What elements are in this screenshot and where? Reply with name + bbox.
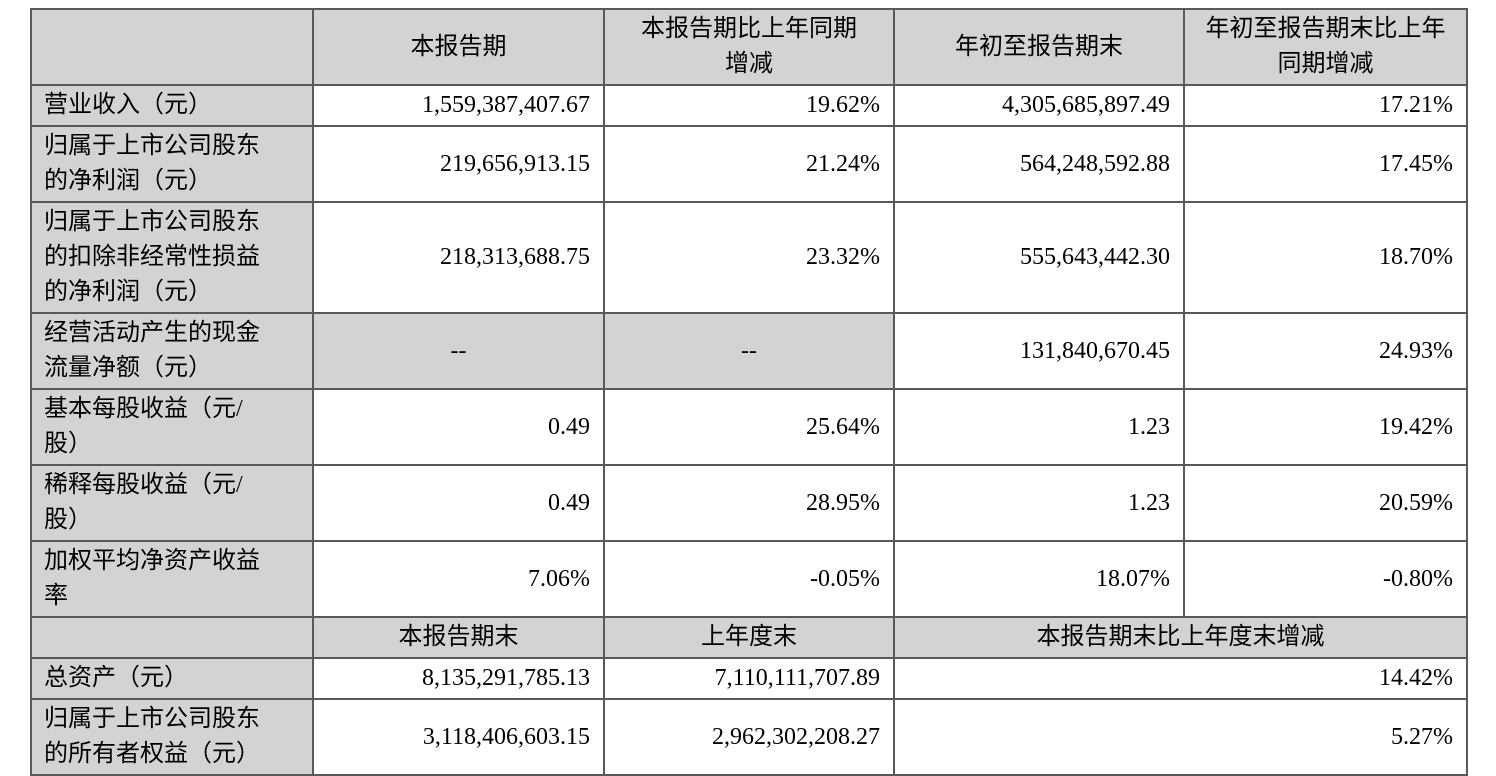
row-label: 总资产（元） [30,657,314,700]
header-ytd: 年初至报告期末 [893,8,1185,86]
value-ytd: 131,840,670.45 [893,312,1185,390]
header-period-end: 本报告期末 [312,616,605,659]
row-label: 经营活动产生的现金 流量净额（元） [30,312,314,390]
row-diluted-eps: 稀释每股收益（元/ 股） 0.49 28.95% 1.23 20.59% [30,464,1468,542]
value-yoy: 21.24% [603,125,895,203]
corner-cell [30,616,314,659]
row-net-profit: 归属于上市公司股东 的净利润（元） 219,656,913.15 21.24% … [30,125,1468,203]
value-ytd-yoy: 17.45% [1183,125,1468,203]
row-operating-revenue: 营业收入（元） 1,559,387,407.67 19.62% 4,305,68… [30,84,1468,127]
value-ytd-yoy: 19.42% [1183,388,1468,466]
value-ytd: 4,305,685,897.49 [893,84,1185,127]
section2-header-row: 本报告期末 上年度末 本报告期末比上年度末增减 [30,616,1468,659]
header-period-end-change: 本报告期末比上年度末增减 [893,616,1468,659]
value-yoy: 23.32% [603,201,895,314]
value-current: 218,313,688.75 [312,201,605,314]
financial-summary-section: 本报告期 本报告期比上年同期 增减 年初至报告期末 年初至报告期末比上年 同期增… [30,8,1468,776]
value-current: 7.06% [312,540,605,618]
row-label: 归属于上市公司股东 的扣除非经常性损益 的净利润（元） [30,201,314,314]
row-net-profit-excl-nonrecurring: 归属于上市公司股东 的扣除非经常性损益 的净利润（元） 218,313,688.… [30,201,1468,314]
value-prev-year-end: 7,110,111,707.89 [603,657,895,700]
value-change: 5.27% [893,698,1468,776]
corner-cell [30,8,314,86]
row-weighted-avg-roe: 加权平均净资产收益 率 7.06% -0.05% 18.07% -0.80% [30,540,1468,618]
table-header-row: 本报告期 本报告期比上年同期 增减 年初至报告期末 年初至报告期末比上年 同期增… [30,8,1468,86]
row-total-assets: 总资产（元） 8,135,291,785.13 7,110,111,707.89… [30,657,1468,700]
value-period-end: 3,118,406,603.15 [312,698,605,776]
value-prev-year-end: 2,962,302,208.27 [603,698,895,776]
row-label: 归属于上市公司股东 的所有者权益（元） [30,698,314,776]
value-yoy: 19.62% [603,84,895,127]
row-label: 稀释每股收益（元/ 股） [30,464,314,542]
value-yoy: -0.05% [603,540,895,618]
row-operating-cash-flow: 经营活动产生的现金 流量净额（元） -- -- 131,840,670.45 2… [30,312,1468,390]
value-current: 1,559,387,407.67 [312,84,605,127]
row-label: 营业收入（元） [30,84,314,127]
row-shareholders-equity: 归属于上市公司股东 的所有者权益（元） 3,118,406,603.15 2,9… [30,698,1468,776]
header-prev-year-end: 上年度末 [603,616,895,659]
value-ytd: 18.07% [893,540,1185,618]
value-ytd: 555,643,442.30 [893,201,1185,314]
value-yoy-na: -- [603,312,895,390]
header-current-period-yoy: 本报告期比上年同期 增减 [603,8,895,86]
value-ytd: 1.23 [893,388,1185,466]
row-label: 加权平均净资产收益 率 [30,540,314,618]
header-current-period: 本报告期 [312,8,605,86]
value-change: 14.42% [893,657,1468,700]
value-current: 219,656,913.15 [312,125,605,203]
row-label: 基本每股收益（元/ 股） [30,388,314,466]
value-ytd-yoy: 18.70% [1183,201,1468,314]
financial-summary-table: 本报告期 本报告期比上年同期 增减 年初至报告期末 年初至报告期末比上年 同期增… [30,8,1468,776]
value-ytd-yoy: -0.80% [1183,540,1468,618]
row-label: 归属于上市公司股东 的净利润（元） [30,125,314,203]
value-ytd-yoy: 17.21% [1183,84,1468,127]
value-ytd: 564,248,592.88 [893,125,1185,203]
header-ytd-yoy: 年初至报告期末比上年 同期增减 [1183,8,1468,86]
value-current: 0.49 [312,388,605,466]
value-current-na: -- [312,312,605,390]
value-current: 0.49 [312,464,605,542]
value-period-end: 8,135,291,785.13 [312,657,605,700]
value-ytd-yoy: 24.93% [1183,312,1468,390]
value-ytd-yoy: 20.59% [1183,464,1468,542]
value-yoy: 28.95% [603,464,895,542]
value-yoy: 25.64% [603,388,895,466]
row-basic-eps: 基本每股收益（元/ 股） 0.49 25.64% 1.23 19.42% [30,388,1468,466]
value-ytd: 1.23 [893,464,1185,542]
